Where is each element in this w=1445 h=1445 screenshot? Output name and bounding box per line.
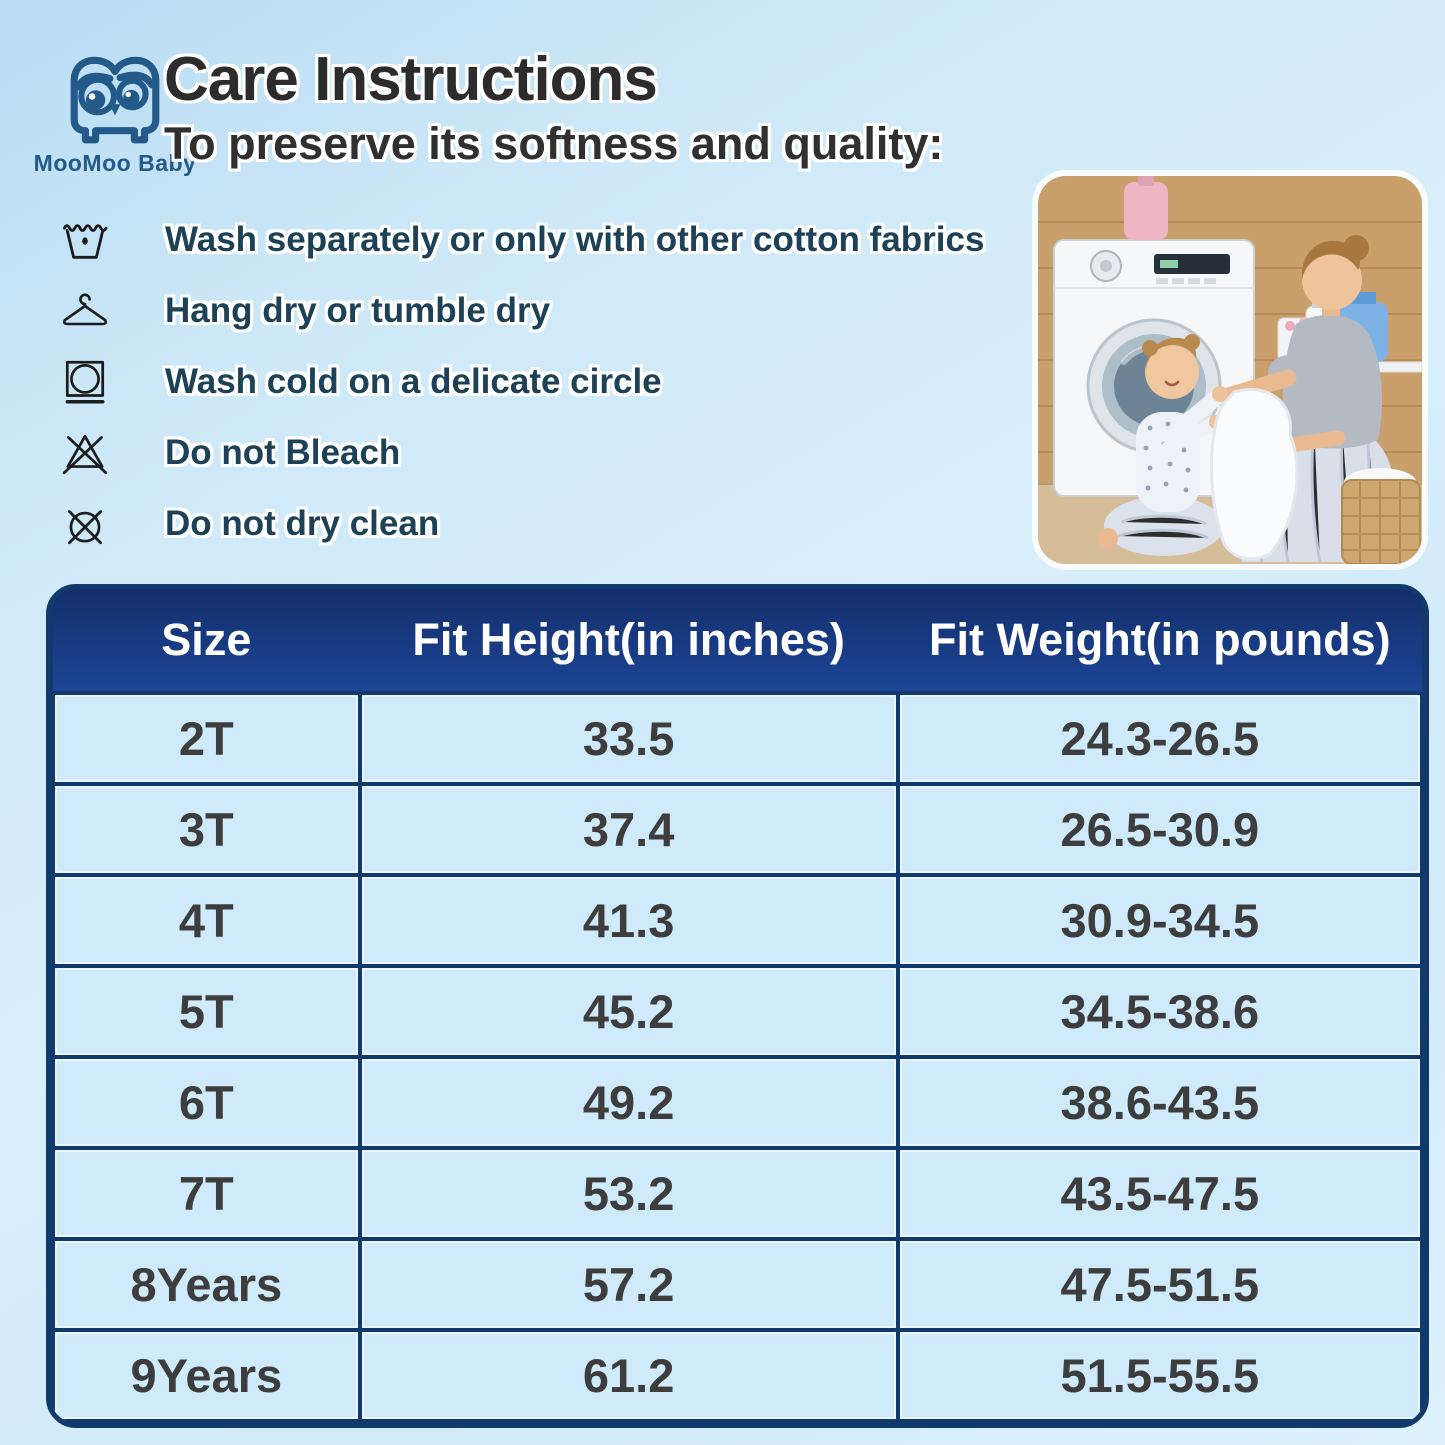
table-cell: 47.5-51.5 bbox=[895, 1237, 1424, 1332]
table-row: 7T 53.2 43.5-47.5 bbox=[51, 1146, 1424, 1241]
table-cell: 30.9-34.5 bbox=[895, 873, 1424, 968]
table-cell: 57.2 bbox=[357, 1237, 900, 1332]
table-cell: 61.2 bbox=[357, 1328, 900, 1423]
do-not-dry-clean-icon bbox=[57, 499, 113, 549]
wicker-basket bbox=[1341, 468, 1421, 564]
table-row: 2T 33.5 24.3-26.5 bbox=[51, 691, 1424, 786]
table-cell: 45.2 bbox=[357, 964, 900, 1059]
table-cell: 3T bbox=[51, 782, 362, 877]
table-row: 5T 45.2 34.5-38.6 bbox=[51, 964, 1424, 1059]
table-cell: 9Years bbox=[51, 1328, 362, 1423]
column-header-weight: Fit Weight(in pounds) bbox=[897, 589, 1422, 695]
table-cell: 37.4 bbox=[357, 782, 900, 877]
hanger-icon bbox=[57, 290, 113, 332]
column-header-height: Fit Height(in inches) bbox=[359, 589, 898, 695]
table-cell: 5T bbox=[51, 964, 362, 1059]
towel bbox=[1210, 388, 1299, 561]
table-cell: 8Years bbox=[51, 1237, 362, 1332]
size-chart: Size Fit Height(in inches) Fit Weight(in… bbox=[46, 584, 1429, 1428]
column-header-size: Size bbox=[53, 589, 360, 695]
care-item: Hang dry or tumble dry bbox=[57, 275, 1047, 346]
table-cell: 33.5 bbox=[357, 691, 900, 786]
tumble-dry-delicate-icon bbox=[57, 358, 113, 406]
page-title: Care Instructions bbox=[164, 45, 658, 114]
care-item-label: Do not dry clean bbox=[165, 503, 440, 543]
table-cell: 2T bbox=[51, 691, 362, 786]
table-cell: 6T bbox=[51, 1055, 362, 1150]
care-item-label: Do not Bleach bbox=[165, 432, 401, 472]
page-subtitle: To preserve its softness and quality: bbox=[164, 118, 944, 169]
laundry-photo bbox=[1038, 176, 1422, 564]
table-cell: 49.2 bbox=[357, 1055, 900, 1150]
care-item-label: Wash separately or only with other cotto… bbox=[165, 219, 985, 259]
table-row: 9Years 61.2 51.5-55.5 bbox=[51, 1328, 1424, 1423]
table-cell: 26.5-30.9 bbox=[895, 782, 1424, 877]
table-cell: 41.3 bbox=[357, 873, 900, 968]
care-item-label: Hang dry or tumble dry bbox=[165, 290, 551, 330]
owl-logo-icon bbox=[70, 56, 160, 144]
brand-logo: MooMoo Baby bbox=[30, 46, 200, 177]
table-cell: 51.5-55.5 bbox=[895, 1328, 1424, 1423]
table-cell: 38.6-43.5 bbox=[895, 1055, 1424, 1150]
washtub-icon bbox=[57, 216, 113, 264]
child-figure bbox=[1098, 334, 1228, 556]
table-row: 6T 49.2 38.6-43.5 bbox=[51, 1055, 1424, 1150]
table-cell: 24.3-26.5 bbox=[895, 691, 1424, 786]
table-row: 8Years 57.2 47.5-51.5 bbox=[51, 1237, 1424, 1332]
care-item: Wash cold on a delicate circle bbox=[57, 346, 1047, 417]
table-row: 3T 37.4 26.5-30.9 bbox=[51, 782, 1424, 877]
care-item: Do not Bleach bbox=[57, 417, 1047, 488]
table-header-row: Size Fit Height(in inches) Fit Weight(in… bbox=[53, 589, 1422, 695]
brand-name: MooMoo Baby bbox=[33, 150, 197, 176]
table-cell: 53.2 bbox=[357, 1146, 900, 1241]
care-item: Wash separately or only with other cotto… bbox=[57, 204, 1047, 275]
do-not-bleach-icon bbox=[57, 428, 113, 478]
table-cell: 7T bbox=[51, 1146, 362, 1241]
table-cell: 4T bbox=[51, 873, 362, 968]
table-row: 4T 41.3 30.9-34.5 bbox=[51, 873, 1424, 968]
care-item: Do not dry clean bbox=[57, 488, 1047, 559]
care-list: Wash separately or only with other cotto… bbox=[57, 204, 1047, 559]
table-cell: 34.5-38.6 bbox=[895, 964, 1424, 1059]
table-cell: 43.5-47.5 bbox=[895, 1146, 1424, 1241]
care-item-label: Wash cold on a delicate circle bbox=[165, 361, 662, 401]
